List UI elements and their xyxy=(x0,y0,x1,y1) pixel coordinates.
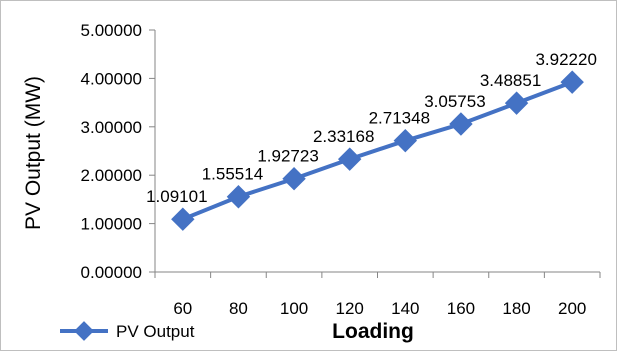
data-labels: 1.09101 1.555141.927232.331682.713483.057… xyxy=(146,50,597,206)
y-tick-label: 0.00000 xyxy=(81,263,142,282)
data-label: 3.48851 xyxy=(480,71,541,90)
data-label: 2.71348 xyxy=(369,109,430,128)
data-label: 1.09101 xyxy=(146,187,207,206)
data-label: 1.92723 xyxy=(257,147,318,166)
x-tick-label: 120 xyxy=(336,299,364,318)
data-label: 2.33168 xyxy=(313,127,374,146)
x-tick-label: 140 xyxy=(391,299,419,318)
legend: PV Output xyxy=(60,321,195,341)
data-point xyxy=(226,185,251,209)
x-axis-label: Loading xyxy=(332,320,414,343)
x-tick-label: 60 xyxy=(173,299,192,318)
x-tick-label: 200 xyxy=(558,299,586,318)
data-point xyxy=(504,91,529,115)
data-point xyxy=(393,128,418,153)
data-label: 3.05753 xyxy=(424,92,485,111)
x-tick-label: 160 xyxy=(447,299,475,318)
y-tick-label: 1.00000 xyxy=(81,215,142,234)
x-tick-labels: 60 80 100 120 140 160 180 200 xyxy=(173,299,586,318)
legend-marker xyxy=(74,321,94,341)
data-point xyxy=(171,207,195,231)
x-tick-label: 180 xyxy=(502,299,530,318)
y-tick-label: 5.00000 xyxy=(81,21,142,40)
legend-label: PV Output xyxy=(116,322,195,341)
x-tick-label: 100 xyxy=(280,299,308,318)
axes xyxy=(149,29,601,278)
y-tick-label: 2.00000 xyxy=(81,166,142,185)
data-point xyxy=(282,167,306,191)
y-tick-labels: 0.00000 1.00000 2.00000 3.00000 4.00000 5.000… xyxy=(81,21,142,282)
data-label: 3.92220 xyxy=(535,50,596,69)
series-pv-output xyxy=(171,70,584,231)
x-tick-label: 80 xyxy=(229,299,248,318)
data-point xyxy=(560,70,584,94)
y-axis-label: PV Output (MW) xyxy=(22,76,45,230)
series-line xyxy=(182,80,573,222)
data-point xyxy=(449,112,473,136)
data-label: 1.55514 xyxy=(202,165,263,184)
y-tick-label: 3.00000 xyxy=(81,118,142,137)
y-tick-label: 4.00000 xyxy=(81,69,142,88)
data-point xyxy=(337,147,362,171)
